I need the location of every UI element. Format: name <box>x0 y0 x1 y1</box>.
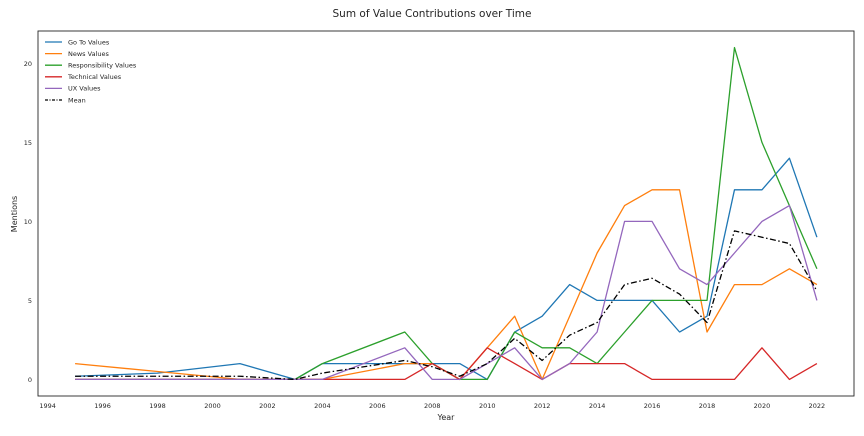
series-line-ux-values <box>75 204 818 381</box>
x-axis-ticks: 1994 1996 1998 2000 2002 2004 2006 2008 2010 2012… <box>39 402 825 410</box>
x-tick-label: 2002 <box>259 402 276 410</box>
series-line-mean <box>75 230 818 381</box>
x-tick-label: 2008 <box>424 402 441 410</box>
x-tick-label: 1996 <box>94 402 111 410</box>
y-tick-label: 10 <box>24 218 32 226</box>
x-tick-label: 2006 <box>369 402 386 410</box>
legend: Go To Values News Values Responsibility Va… <box>45 38 137 104</box>
y-axis-ticks: 0 5 10 15 20 <box>24 60 32 384</box>
x-tick-label: 2012 <box>534 402 551 410</box>
x-tick-label: 1994 <box>39 402 56 410</box>
x-axis-label: Year <box>437 413 456 422</box>
series-line-news-values <box>75 189 818 381</box>
x-tick-label: 2000 <box>204 402 221 410</box>
x-tick-label: 1998 <box>149 402 166 410</box>
legend-label: Responsibility Values <box>68 62 137 70</box>
y-tick-label: 0 <box>28 376 32 384</box>
plot-frame <box>37 30 855 397</box>
y-tick-label: 15 <box>24 139 32 147</box>
x-tick-label: 2004 <box>314 402 331 410</box>
legend-label: Mean <box>68 96 86 104</box>
y-tick-label: 5 <box>28 297 32 305</box>
x-tick-label: 2014 <box>589 402 606 410</box>
chart-title: Sum of Value Contributions over Time <box>333 8 532 20</box>
x-tick-label: 2018 <box>699 402 716 410</box>
x-tick-label: 2022 <box>809 402 826 410</box>
legend-label: News Values <box>68 50 109 58</box>
series-line-go-to-values <box>75 157 818 381</box>
x-tick-label: 2010 <box>479 402 496 410</box>
y-axis-label: Mentions <box>10 196 19 232</box>
x-tick-label: 2020 <box>754 402 771 410</box>
legend-label: Go To Values <box>68 38 110 46</box>
y-tick-label: 20 <box>24 60 32 68</box>
series-line-responsibility-values <box>75 46 818 381</box>
legend-label: UX Values <box>68 85 101 93</box>
plot-area <box>75 46 818 381</box>
legend-label: Technical Values <box>67 73 122 81</box>
x-tick-label: 2016 <box>644 402 661 410</box>
